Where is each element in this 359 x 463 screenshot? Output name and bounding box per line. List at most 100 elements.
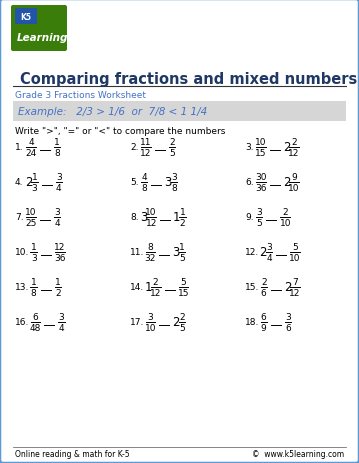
Text: 9.: 9. xyxy=(245,213,253,222)
Text: 10: 10 xyxy=(288,184,300,193)
Text: 11: 11 xyxy=(140,138,151,147)
Text: 10: 10 xyxy=(255,138,267,147)
Text: 13.: 13. xyxy=(15,283,29,292)
Text: 8: 8 xyxy=(31,288,37,297)
Text: 2: 2 xyxy=(261,277,266,287)
Text: 4: 4 xyxy=(266,253,272,263)
Text: 32: 32 xyxy=(145,253,156,263)
Text: 1: 1 xyxy=(54,138,60,147)
Text: 2: 2 xyxy=(172,316,180,329)
Text: 9: 9 xyxy=(261,323,267,332)
Text: 3: 3 xyxy=(164,176,172,189)
Text: 15: 15 xyxy=(178,288,189,297)
Text: 5: 5 xyxy=(292,243,298,251)
Text: 2.: 2. xyxy=(130,143,139,152)
Text: Grade 3 Fractions Worksheet: Grade 3 Fractions Worksheet xyxy=(15,91,146,100)
Text: 1: 1 xyxy=(173,211,181,224)
Text: 5: 5 xyxy=(169,149,175,158)
Text: Online reading & math for K-5: Online reading & math for K-5 xyxy=(15,450,130,458)
Text: 1: 1 xyxy=(180,207,185,217)
Text: 15.: 15. xyxy=(245,283,259,292)
Text: 12: 12 xyxy=(140,149,151,158)
Text: Comparing fractions and mixed numbers: Comparing fractions and mixed numbers xyxy=(20,72,357,87)
Text: 3: 3 xyxy=(140,211,148,224)
Text: 11.: 11. xyxy=(130,248,144,257)
Text: 3: 3 xyxy=(285,313,291,321)
Text: 3: 3 xyxy=(148,313,153,321)
Text: 7: 7 xyxy=(292,277,298,287)
Text: 4: 4 xyxy=(54,219,60,227)
Text: 12: 12 xyxy=(289,288,301,297)
Text: 6: 6 xyxy=(261,288,267,297)
Text: 2: 2 xyxy=(25,176,33,189)
Text: ©  www.k5learning.com: © www.k5learning.com xyxy=(252,450,344,458)
FancyBboxPatch shape xyxy=(15,9,37,25)
Text: 3: 3 xyxy=(54,207,60,217)
Text: 14.: 14. xyxy=(130,283,144,292)
Text: 3: 3 xyxy=(32,184,37,193)
Text: 6.: 6. xyxy=(245,178,253,187)
Text: 17.: 17. xyxy=(130,318,144,327)
Text: 30: 30 xyxy=(255,173,267,181)
Text: 1.: 1. xyxy=(15,143,24,152)
Text: 1: 1 xyxy=(31,243,37,251)
Text: 5.: 5. xyxy=(130,178,139,187)
Text: 25: 25 xyxy=(25,219,37,227)
Text: 6: 6 xyxy=(33,313,38,321)
Text: 10: 10 xyxy=(289,253,301,263)
Bar xyxy=(13,102,346,122)
Text: 12: 12 xyxy=(288,149,300,158)
Text: 10: 10 xyxy=(145,323,156,332)
Text: 4: 4 xyxy=(56,184,62,193)
Text: 8: 8 xyxy=(54,149,60,158)
Text: 2: 2 xyxy=(179,313,185,321)
Text: K5: K5 xyxy=(20,13,32,21)
Text: 5: 5 xyxy=(179,253,185,263)
Text: 1: 1 xyxy=(145,281,152,294)
Text: 4: 4 xyxy=(141,173,147,181)
Text: 8.: 8. xyxy=(130,213,139,222)
Text: 2: 2 xyxy=(169,138,175,147)
Text: Example:   2/3 > 1/6  or  7/8 < 1 1/4: Example: 2/3 > 1/6 or 7/8 < 1 1/4 xyxy=(18,107,207,117)
Text: 1: 1 xyxy=(32,173,37,181)
Text: 3: 3 xyxy=(266,243,272,251)
Text: 2: 2 xyxy=(283,207,288,217)
Text: 12.: 12. xyxy=(245,248,259,257)
Text: 18.: 18. xyxy=(245,318,259,327)
Text: 2: 2 xyxy=(283,176,290,189)
Text: 10.: 10. xyxy=(15,248,29,257)
Text: 10: 10 xyxy=(280,219,291,227)
Text: 6: 6 xyxy=(261,313,267,321)
Text: 15: 15 xyxy=(255,149,267,158)
Text: 2: 2 xyxy=(284,281,292,294)
Text: 16.: 16. xyxy=(15,318,29,327)
Text: 2: 2 xyxy=(283,141,290,154)
Text: 9: 9 xyxy=(291,173,297,181)
Text: 8: 8 xyxy=(148,243,153,251)
Text: 10: 10 xyxy=(25,207,37,217)
Text: 2: 2 xyxy=(153,277,158,287)
Text: 3: 3 xyxy=(172,246,180,259)
Text: 36: 36 xyxy=(54,253,65,263)
Text: 4: 4 xyxy=(28,138,34,147)
Text: 12: 12 xyxy=(54,243,65,251)
Text: 2: 2 xyxy=(260,246,267,259)
Text: Learning: Learning xyxy=(17,33,68,43)
Text: 2: 2 xyxy=(180,219,185,227)
Text: 3: 3 xyxy=(56,173,62,181)
Text: Write ">", "=" or "<" to compare the numbers: Write ">", "=" or "<" to compare the num… xyxy=(15,127,225,136)
Text: 3: 3 xyxy=(256,207,262,217)
Text: 24: 24 xyxy=(25,149,37,158)
Text: 3: 3 xyxy=(31,253,37,263)
Text: 5: 5 xyxy=(179,323,185,332)
Text: 1: 1 xyxy=(55,277,61,287)
Text: 4.: 4. xyxy=(15,178,23,187)
Text: 8: 8 xyxy=(171,184,177,193)
Text: 12: 12 xyxy=(145,219,157,227)
Text: 5: 5 xyxy=(181,277,186,287)
Text: 6: 6 xyxy=(285,323,291,332)
Text: 3: 3 xyxy=(171,173,177,181)
Text: 3.: 3. xyxy=(245,143,253,152)
Text: 1: 1 xyxy=(179,243,185,251)
Text: 1: 1 xyxy=(31,277,37,287)
